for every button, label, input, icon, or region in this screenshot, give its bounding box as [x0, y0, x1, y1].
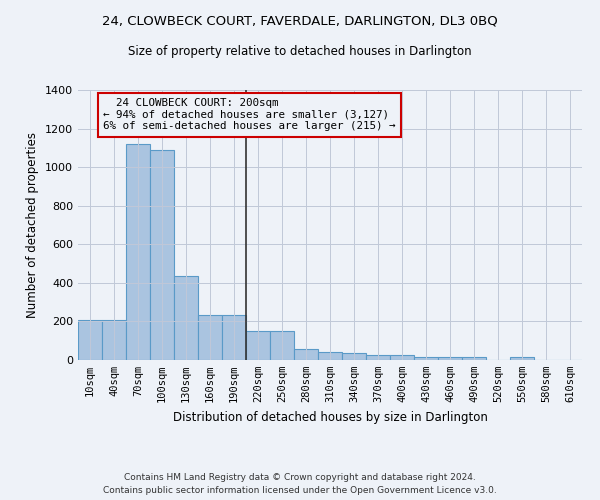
Bar	[318, 352, 342, 360]
Bar	[126, 144, 150, 360]
Bar	[246, 332, 270, 360]
Bar	[342, 352, 366, 360]
Bar	[390, 355, 414, 360]
Bar	[198, 316, 222, 360]
X-axis label: Distribution of detached houses by size in Darlington: Distribution of detached houses by size …	[173, 410, 487, 424]
Text: 24 CLOWBECK COURT: 200sqm  
← 94% of detached houses are smaller (3,127)
6% of s: 24 CLOWBECK COURT: 200sqm ← 94% of detac…	[103, 98, 396, 132]
Bar	[150, 150, 174, 360]
Text: Contains HM Land Registry data © Crown copyright and database right 2024.: Contains HM Land Registry data © Crown c…	[124, 472, 476, 482]
Text: Size of property relative to detached houses in Darlington: Size of property relative to detached ho…	[128, 45, 472, 58]
Bar	[78, 320, 102, 360]
Y-axis label: Number of detached properties: Number of detached properties	[26, 132, 40, 318]
Bar	[102, 320, 126, 360]
Bar	[294, 349, 318, 360]
Text: 24, CLOWBECK COURT, FAVERDALE, DARLINGTON, DL3 0BQ: 24, CLOWBECK COURT, FAVERDALE, DARLINGTO…	[102, 15, 498, 28]
Bar	[414, 358, 438, 360]
Bar	[270, 332, 294, 360]
Bar	[366, 355, 390, 360]
Bar	[222, 316, 246, 360]
Bar	[510, 357, 534, 360]
Text: Contains public sector information licensed under the Open Government Licence v3: Contains public sector information licen…	[103, 486, 497, 495]
Bar	[438, 357, 462, 360]
Bar	[462, 357, 486, 360]
Bar	[174, 276, 198, 360]
